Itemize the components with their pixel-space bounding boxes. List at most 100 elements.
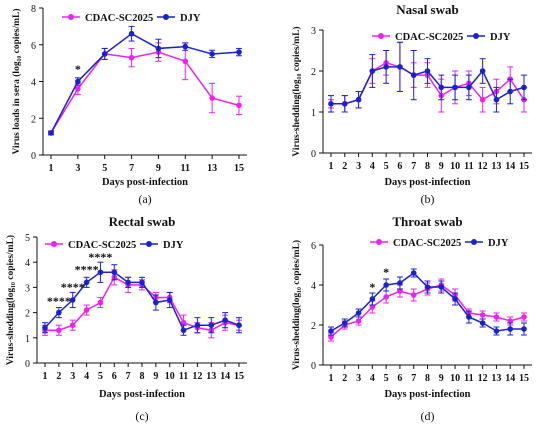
data-point [125,279,131,286]
y-axis-label: Virus loads in sera (log₁₀ copies/mL) [11,9,22,155]
series-magenta [48,42,242,136]
legend-label-blue: DJY [490,32,511,43]
data-point [521,326,527,332]
x-tick-label: 4 [84,371,89,382]
legend-label-magenta: CDAC-SC2025 [85,13,153,24]
data-point [521,84,527,91]
x-tick-label: 7 [411,161,416,172]
data-point [48,130,54,136]
series-blue [48,25,242,136]
x-tick-label: 5 [98,371,103,382]
data-point [222,317,228,323]
data-point [466,314,472,320]
x-tick-label: 11 [464,161,473,172]
x-tick-label: 12 [478,373,488,384]
data-point [479,68,486,74]
y-axis-label: Virus-shedding(log₁₀ copies/mL) [291,26,302,156]
panel-label: (c) [135,409,148,423]
data-point [507,326,514,332]
x-tick-label: 10 [450,161,460,172]
data-point [438,284,445,290]
x-tick-label: 5 [384,373,389,384]
data-point [521,314,527,320]
data-point [153,299,159,306]
significance-marker: * [75,62,81,76]
series-line-blue [50,32,240,134]
data-point [155,45,162,52]
legend-marker-blue [473,33,479,39]
x-axis-label: Days post-infection [102,177,188,188]
x-tick-label: 2 [342,161,347,172]
legend-marker-blue [163,14,169,20]
x-axis-label: Days post-infection [384,389,470,400]
legend-label-blue: DJY [180,13,201,24]
legend-marker-magenta [51,241,57,247]
x-tick-label: 8 [425,161,430,172]
data-point [69,322,76,329]
x-tick-label: 11 [179,371,188,382]
legend-marker-blue [471,239,477,245]
x-tick-label: 2 [56,371,61,382]
data-point [42,324,48,331]
data-point [383,64,389,70]
data-point [355,96,362,103]
panel-label: (b) [421,192,435,206]
x-tick-label: 12 [192,371,202,382]
x-axis-label: Days post-infection [99,389,185,400]
x-tick-label: 3 [356,373,361,384]
significance-marker: * [383,265,389,279]
y-tick-label: 3 [311,26,316,37]
data-point [101,51,108,57]
x-tick-label: 9 [439,161,444,172]
legend-label-magenta: CDAC-SC2025 [68,240,136,251]
data-point [97,299,104,306]
y-tick-label: 1 [311,108,316,119]
x-tick-label: 9 [439,373,444,384]
x-tick-label: 5 [384,161,389,172]
data-point [493,314,500,320]
data-point [424,68,431,74]
legend-label-blue: DJY [163,240,184,251]
data-point [355,318,362,324]
x-tick-label: 1 [329,373,334,384]
data-point [355,310,362,316]
significance-marker: * [369,280,375,294]
y-tick-label: 0 [311,149,316,160]
data-point [383,294,389,300]
panel-label: (a) [138,192,151,206]
data-point [182,58,189,65]
series-blue [328,268,527,336]
data-point [209,51,215,57]
significance-marker: **** [47,294,71,308]
data-point [111,269,118,276]
data-point [410,270,417,276]
x-tick-label: 9 [156,163,161,174]
data-point [397,280,403,286]
y-tick-label: 2 [25,309,30,320]
x-tick-label: 4 [370,161,375,172]
x-tick-label: 5 [102,163,107,174]
legend-marker-magenta [376,239,382,245]
data-point [341,101,348,107]
data-point [194,322,201,329]
chart-title: Throat swab [392,214,462,229]
x-tick-label: 7 [126,371,131,382]
data-point [180,327,187,334]
chart-title: Rectal swab [109,214,176,229]
x-tick-label: 15 [519,373,529,384]
data-point [397,288,403,294]
significance-marker: **** [75,263,99,277]
x-tick-label: 3 [75,163,80,174]
x-tick-label: 8 [140,371,145,382]
y-axis-label: Virus-shedding(log₁₀ copies/mL) [291,240,302,370]
series-blue [328,41,527,113]
x-tick-label: 13 [491,373,501,384]
data-point [180,319,187,326]
y-tick-label: 0 [31,151,36,162]
data-point [493,328,500,334]
data-point [452,296,458,302]
significance-marker: **** [61,280,85,294]
legend-marker-blue [146,241,152,247]
data-point [236,102,242,109]
